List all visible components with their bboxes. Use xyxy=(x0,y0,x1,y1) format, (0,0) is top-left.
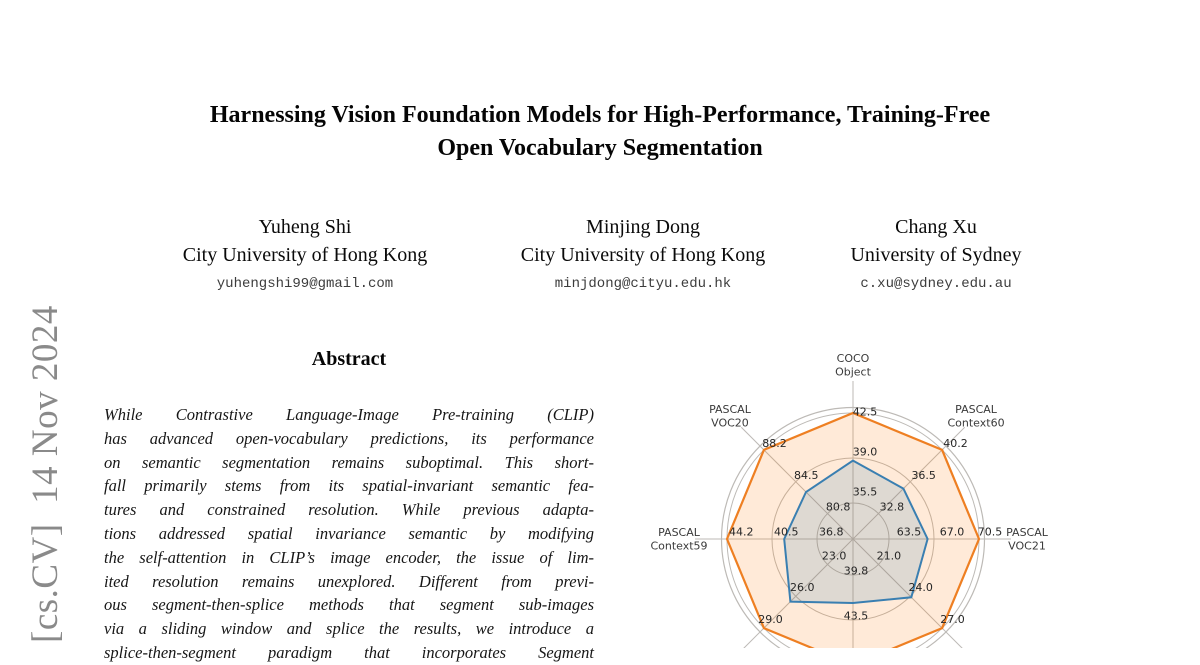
abstract-line: on semantic segmentation remains subopti… xyxy=(104,452,594,472)
paper-title-line-1: Harnessing Vision Foundation Models for … xyxy=(209,102,991,128)
author-2-email: minjdong@cityu.edu.hk xyxy=(554,276,732,292)
author-3-affiliation: University of Sydney xyxy=(850,244,1022,266)
radar-tick-label: 67.0 xyxy=(940,526,965,539)
radar-tick-label: 21.0 xyxy=(877,549,902,562)
radar-tick-label: 70.5 xyxy=(978,526,1003,539)
radar-tick-label: 36.5 xyxy=(911,469,936,482)
radar-tick-label: 43.5 xyxy=(844,610,869,623)
author-block-3: Chang Xu University of Sydney c.xu@sydne… xyxy=(756,214,1116,299)
radar-axis-label: Context59 xyxy=(650,540,707,553)
author-block-1: Yuheng Shi City University of Hong Kong … xyxy=(125,214,485,299)
paper-page: { "arxiv_stamp": { "text": "[cs.CV] 14 N… xyxy=(0,99,1200,662)
radar-axis-label: VOC21 xyxy=(1008,540,1046,553)
abstract-line: tures and constrained resolution. While … xyxy=(104,500,594,520)
radar-tick-label: 32.8 xyxy=(880,501,905,514)
radar-axis-label: VOC20 xyxy=(711,416,749,429)
abstract-line: via a sliding window and splice the resu… xyxy=(104,619,594,639)
radar-tick-label: 44.2 xyxy=(729,526,754,539)
abstract-line: While Contrastive Language-Image Pre-tra… xyxy=(104,405,594,424)
paper-title: Harnessing Vision Foundation Models for … xyxy=(0,99,1200,165)
abstract-line: ous segment-then-splice methods that seg… xyxy=(104,595,594,615)
radar-tick-label: 84.5 xyxy=(794,469,819,482)
radar-tick-label: 35.5 xyxy=(853,486,878,499)
radar-tick-label: 36.8 xyxy=(819,526,844,539)
radar-tick-label: 88.2 xyxy=(762,437,787,450)
abstract-line: tions addressed spatial invariance seman… xyxy=(104,523,594,543)
radar-tick-label: 42.5 xyxy=(853,406,878,419)
author-3-email: c.xu@sydney.edu.au xyxy=(860,276,1012,292)
paper-title-line-2: Open Vocabulary Segmentation xyxy=(437,135,763,161)
radar-tick-label: 40.5 xyxy=(774,526,799,539)
radar-tick-label: 39.8 xyxy=(844,565,869,578)
radar-axis-label: PASCAL xyxy=(709,403,752,416)
radar-grid-ring xyxy=(771,457,935,621)
author-2-name: Minjing Dong xyxy=(586,216,700,238)
radar-tick-label: 63.5 xyxy=(897,526,922,539)
blue-series-polygon xyxy=(783,459,929,605)
radar-outer-spine xyxy=(720,406,986,648)
radar-axis-label: Context60 xyxy=(947,416,1004,429)
author-1-email: yuhengshi99@gmail.com xyxy=(216,276,394,292)
abstract-line: fall primarily stems from its spatial-in… xyxy=(104,476,594,496)
radar-tick-label: 26.0 xyxy=(790,581,815,594)
author-1-affiliation: City University of Hong Kong xyxy=(182,244,428,266)
radar-chart-figure: 42.5 39.0 35.5 40.2 36.5 32.8 70.5 67.0 63.5 27.0… xyxy=(650,352,1049,648)
author-2-affiliation: City University of Hong Kong xyxy=(520,244,766,266)
author-3-name: Chang Xu xyxy=(895,216,977,238)
radar-grid-ring xyxy=(816,502,890,576)
radar-tick-label: 80.8 xyxy=(826,501,851,514)
radar-axis-label: Object xyxy=(835,366,872,379)
abstract-line: ited resolution remains unexplored. Diff… xyxy=(104,571,594,591)
radar-tick-label: 29.0 xyxy=(758,613,783,626)
radar-tick-label: 23.0 xyxy=(822,549,847,562)
radar-tick-label: 27.0 xyxy=(940,613,965,626)
abstract-line: has advanced open-vocabulary predictions… xyxy=(104,428,594,448)
radar-tick-label: 39.0 xyxy=(853,446,878,459)
radar-axis-label: COCO xyxy=(837,352,870,365)
radar-tick-label: 24.0 xyxy=(908,581,933,594)
radar-axis-label: PASCAL xyxy=(1006,526,1049,539)
radar-axis-label: PASCAL xyxy=(658,526,701,539)
abstract-heading: Abstract xyxy=(311,348,387,370)
radar-axis-label: PASCAL xyxy=(955,403,998,416)
author-1-name: Yuheng Shi xyxy=(258,216,352,238)
radar-tick-label: 40.2 xyxy=(943,437,968,450)
author-block-2: Minjing Dong City University of Hong Kon… xyxy=(463,214,823,299)
abstract-line: the self-attention in CLIP’s image encod… xyxy=(104,547,594,567)
